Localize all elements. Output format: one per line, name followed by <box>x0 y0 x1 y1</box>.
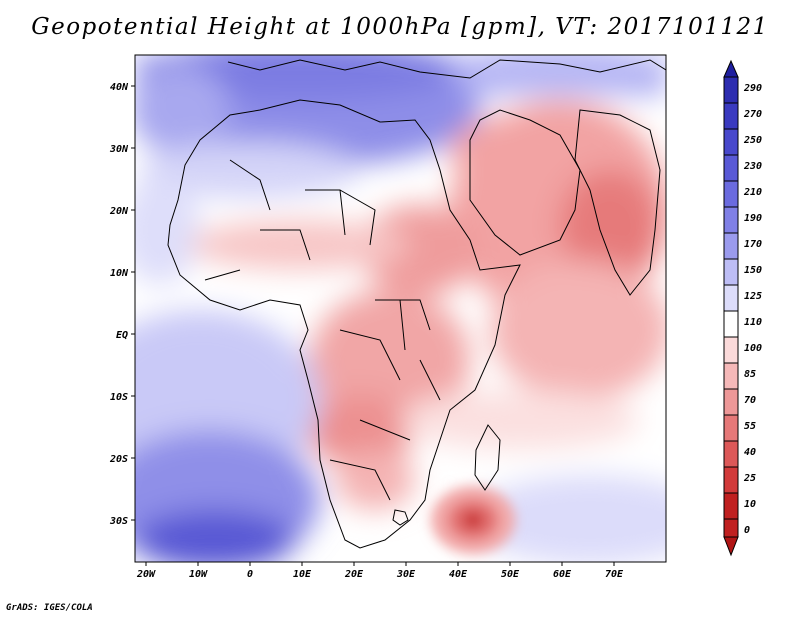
colorbar-segment <box>723 492 739 520</box>
lon-label: 50E <box>501 569 520 580</box>
colorbar-label: 290 <box>743 83 762 94</box>
lon-label: 10E <box>293 569 312 580</box>
colorbar-top-arrow <box>723 59 739 78</box>
lon-label: 20W <box>136 569 156 580</box>
colorbar-label: 85 <box>744 369 756 380</box>
lon-label: 70E <box>605 569 624 580</box>
lat-label: 10N <box>110 268 129 279</box>
colorbar-bottom-arrow <box>723 536 739 557</box>
colorbar-segment <box>723 154 739 182</box>
colorbar <box>723 59 739 557</box>
coastlines <box>167 59 666 549</box>
colorbar-segment <box>723 180 739 208</box>
lat-label: 40N <box>110 82 129 93</box>
lat-label: 20S <box>109 454 128 465</box>
lat-label: 10S <box>110 392 128 403</box>
lon-label: 60E <box>553 569 572 580</box>
colorbar-segment <box>723 284 739 312</box>
lon-label: 0 <box>247 569 253 580</box>
colorbar-label: 125 <box>744 291 762 302</box>
colorbar-label: 25 <box>743 473 756 484</box>
colorbar-label: 55 <box>744 421 756 432</box>
lon-label: 20E <box>344 569 364 580</box>
colorbar-label: 0 <box>744 525 750 536</box>
colorbar-segment <box>723 518 739 538</box>
colorbar-segment <box>723 102 739 130</box>
colorbar-label: 100 <box>744 343 762 354</box>
colorbar-label: 250 <box>743 135 762 146</box>
map-title: Geopotential Height at 1000hPa [gpm], VT… <box>31 14 769 40</box>
colorbar-segment <box>723 258 739 286</box>
colorbar-segment <box>723 362 739 390</box>
colorbar-label: 70 <box>744 395 756 406</box>
colorbar-labels: 290 270 250 230 210 190 170 150 125 110 … <box>743 83 762 536</box>
colorbar-segment <box>723 310 739 338</box>
grads-credit: GrADS: IGES/COLA <box>6 603 93 613</box>
colorbar-label: 110 <box>744 317 762 328</box>
height-field <box>135 55 666 562</box>
colorbar-label: 10 <box>744 499 756 510</box>
longitude-axis: 20W 10W 0 10E 20E 30E 40E 50E 60E 70E <box>136 562 624 580</box>
lat-label: EQ <box>116 330 128 341</box>
colorbar-segment <box>723 128 739 156</box>
colorbar-segment <box>723 440 739 468</box>
colorbar-label: 150 <box>744 265 762 276</box>
lat-label: 30N <box>109 144 129 155</box>
lon-label: 30E <box>396 569 416 580</box>
map-frame <box>134 54 667 563</box>
colorbar-label: 40 <box>744 447 756 458</box>
colorbar-segment <box>723 76 739 104</box>
colorbar-segment <box>723 206 739 234</box>
colorbar-label: 190 <box>744 213 762 224</box>
colorbar-segment <box>723 336 739 364</box>
colorbar-label: 170 <box>744 239 762 250</box>
lon-label: 40E <box>449 569 468 580</box>
colorbar-label: 270 <box>743 109 762 120</box>
colorbar-segment <box>723 414 739 442</box>
colorbar-segment <box>723 466 739 494</box>
colorbar-label: 210 <box>743 187 762 198</box>
colorbar-segment <box>723 232 739 260</box>
colorbar-segment <box>723 388 739 416</box>
colorbar-label: 230 <box>743 161 762 172</box>
lon-label: 10W <box>189 569 208 580</box>
lat-label: 20N <box>109 206 129 217</box>
latitude-axis: 40N 30N 20N 10N EQ 10S 20S 30S <box>109 82 135 527</box>
lat-label: 30S <box>109 516 128 527</box>
